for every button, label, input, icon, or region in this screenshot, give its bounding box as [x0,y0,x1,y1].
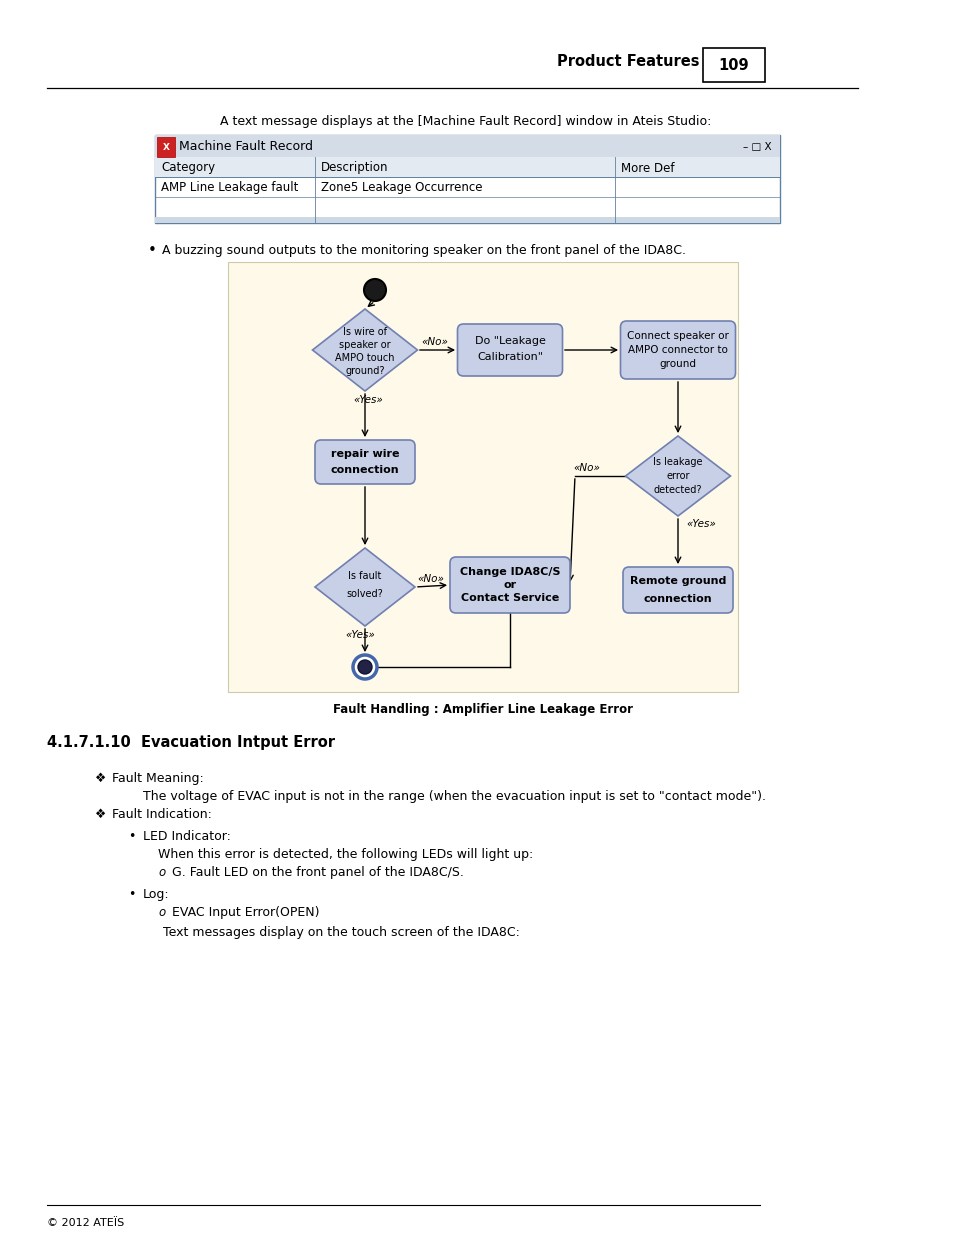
Text: Is wire of: Is wire of [343,327,387,337]
Text: © 2012 ATEÏS: © 2012 ATEÏS [47,1218,124,1228]
Text: «No»: «No» [573,463,599,473]
FancyBboxPatch shape [457,324,562,375]
Text: Description: Description [320,162,388,174]
Polygon shape [314,548,415,626]
Text: o: o [158,906,165,919]
Text: Zone5 Leakage Occurrence: Zone5 Leakage Occurrence [320,182,482,194]
Text: or: or [503,580,516,590]
Text: Change IDA8C/S: Change IDA8C/S [459,567,559,577]
Text: repair wire: repair wire [331,450,399,459]
Text: Text messages display on the touch screen of the IDA8C:: Text messages display on the touch scree… [163,926,519,939]
Text: •: • [128,888,135,902]
FancyBboxPatch shape [622,567,732,613]
Text: Machine Fault Record: Machine Fault Record [179,141,313,153]
Circle shape [353,655,376,679]
Text: speaker or: speaker or [339,340,391,350]
Text: A buzzing sound outputs to the monitoring speaker on the front panel of the IDA8: A buzzing sound outputs to the monitorin… [162,245,685,257]
Text: error: error [665,471,689,480]
Text: G. Fault LED on the front panel of the IDA8C/S.: G. Fault LED on the front panel of the I… [172,866,463,879]
Circle shape [357,659,372,674]
Text: Fault Handling : Amplifier Line Leakage Error: Fault Handling : Amplifier Line Leakage … [333,704,633,716]
Text: Category: Category [161,162,214,174]
FancyBboxPatch shape [619,321,735,379]
Bar [154,135,780,224]
Text: connection: connection [643,594,712,604]
Text: 109: 109 [718,58,748,73]
FancyBboxPatch shape [450,557,569,613]
Text: solved?: solved? [346,589,383,599]
Text: The voltage of EVAC input is not in the range (when the evacuation input is set : The voltage of EVAC input is not in the … [143,790,765,803]
Text: Calibration": Calibration" [476,352,542,362]
Text: Contact Service: Contact Service [460,593,558,603]
Text: Product Features: Product Features [557,54,700,69]
Text: detected?: detected? [653,485,701,495]
Circle shape [364,279,386,301]
Text: Connect speaker or: Connect speaker or [626,331,728,341]
Text: Log:: Log: [143,888,170,902]
Text: EVAC Input Error(OPEN): EVAC Input Error(OPEN) [172,906,319,919]
Bar [157,137,174,157]
Bar [154,217,780,224]
Text: «No»: «No» [416,574,443,584]
Text: «Yes»: «Yes» [345,630,375,640]
Text: ground: ground [659,359,696,369]
Text: When this error is detected, the following LEDs will light up:: When this error is detected, the followi… [158,848,533,861]
Text: ground?: ground? [345,366,384,375]
Text: •: • [128,830,135,844]
Text: X: X [162,142,170,152]
Text: Do "Leakage: Do "Leakage [474,336,545,346]
Bar [228,262,738,692]
Text: A text message displays at the [Machine Fault Record] window in Ateis Studio:: A text message displays at the [Machine … [220,115,711,128]
Text: Is leakage: Is leakage [653,457,702,467]
Text: ❖: ❖ [95,772,106,785]
Text: o: o [158,866,165,879]
Text: AMPO connector to: AMPO connector to [627,345,727,354]
Text: ❖: ❖ [95,808,106,821]
Bar [154,157,780,177]
Text: Is fault: Is fault [348,571,381,580]
Bar [702,48,764,82]
Text: – □ X: – □ X [742,142,771,152]
Text: AMP Line Leakage fault: AMP Line Leakage fault [161,182,298,194]
Text: Fault Indication:: Fault Indication: [112,808,212,821]
Bar [154,135,780,157]
Text: «No»: «No» [420,337,447,347]
Text: Remote ground: Remote ground [629,576,725,585]
Text: LED Indicator:: LED Indicator: [143,830,231,844]
Text: «Yes»: «Yes» [353,395,382,405]
Polygon shape [625,436,730,516]
Text: 4.1.7.1.10  Evacuation Intput Error: 4.1.7.1.10 Evacuation Intput Error [47,735,335,750]
Text: connection: connection [331,466,399,475]
Text: More Def: More Def [620,162,674,174]
Text: AMPO touch: AMPO touch [335,353,395,363]
Polygon shape [313,309,417,391]
Text: Fault Meaning:: Fault Meaning: [112,772,204,785]
FancyBboxPatch shape [314,440,415,484]
Text: •: • [148,243,156,258]
Text: «Yes»: «Yes» [685,519,715,529]
